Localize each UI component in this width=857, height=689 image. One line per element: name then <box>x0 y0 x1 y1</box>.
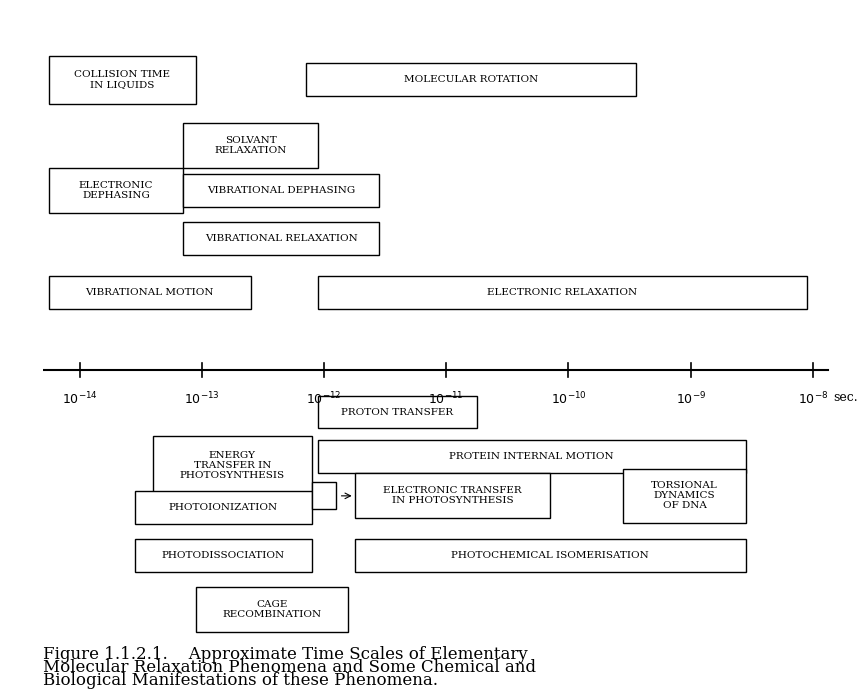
FancyBboxPatch shape <box>318 440 746 473</box>
FancyBboxPatch shape <box>355 473 550 518</box>
FancyBboxPatch shape <box>183 174 379 207</box>
FancyBboxPatch shape <box>355 539 746 572</box>
Text: PHOTOCHEMICAL ISOMERISATION: PHOTOCHEMICAL ISOMERISATION <box>452 551 649 560</box>
Text: $10^{-14}$: $10^{-14}$ <box>62 391 98 408</box>
FancyBboxPatch shape <box>135 539 312 572</box>
Text: $10^{-8}$: $10^{-8}$ <box>798 391 828 408</box>
Text: PROTEIN INTERNAL MOTION: PROTEIN INTERNAL MOTION <box>449 453 614 462</box>
FancyBboxPatch shape <box>195 587 349 632</box>
Text: VIBRATIONAL RELAXATION: VIBRATIONAL RELAXATION <box>205 234 357 243</box>
Text: $10^{-12}$: $10^{-12}$ <box>306 391 342 408</box>
Text: $10^{-11}$: $10^{-11}$ <box>428 391 464 408</box>
Text: PROTON TRANSFER: PROTON TRANSFER <box>341 407 453 417</box>
FancyBboxPatch shape <box>49 168 183 213</box>
Text: COLLISION TIME
IN LIQUIDS: COLLISION TIME IN LIQUIDS <box>75 70 171 89</box>
Text: Figure 1.1.2.1.    Approximate Time Scales of Elementary: Figure 1.1.2.1. Approximate Time Scales … <box>43 646 528 663</box>
Text: VIBRATIONAL MOTION: VIBRATIONAL MOTION <box>86 288 214 297</box>
Text: $10^{-10}$: $10^{-10}$ <box>550 391 586 408</box>
Text: VIBRATIONAL DEPHASING: VIBRATIONAL DEPHASING <box>207 186 356 195</box>
Text: Biological Manifestations of these Phenomena.: Biological Manifestations of these Pheno… <box>43 672 438 689</box>
FancyBboxPatch shape <box>624 469 746 523</box>
Text: SOLVANT
RELAXATION: SOLVANT RELAXATION <box>214 136 287 155</box>
FancyBboxPatch shape <box>318 276 806 309</box>
FancyBboxPatch shape <box>183 222 379 255</box>
Text: ELECTRONIC
DEPHASING: ELECTRONIC DEPHASING <box>79 181 153 200</box>
Text: ENERGY
TRANSFER IN
PHOTOSYNTHESIS: ENERGY TRANSFER IN PHOTOSYNTHESIS <box>180 451 285 480</box>
FancyBboxPatch shape <box>318 395 476 429</box>
Text: $10^{-13}$: $10^{-13}$ <box>184 391 219 408</box>
Text: PHOTOIONIZATION: PHOTOIONIZATION <box>169 504 278 513</box>
Text: Molecular Relaxation Phenomena and Some Chemical and: Molecular Relaxation Phenomena and Some … <box>43 659 536 676</box>
FancyBboxPatch shape <box>153 436 312 496</box>
Text: $10^{-9}$: $10^{-9}$ <box>675 391 706 408</box>
FancyBboxPatch shape <box>312 482 336 509</box>
Text: CAGE
RECOMBINATION: CAGE RECOMBINATION <box>223 600 321 619</box>
FancyBboxPatch shape <box>135 491 312 524</box>
Text: ELECTRONIC RELAXATION: ELECTRONIC RELAXATION <box>488 288 638 297</box>
Text: ELECTRONIC TRANSFER
IN PHOTOSYNTHESIS: ELECTRONIC TRANSFER IN PHOTOSYNTHESIS <box>383 486 522 505</box>
Text: PHOTODISSOCIATION: PHOTODISSOCIATION <box>162 551 285 560</box>
Text: MOLECULAR ROTATION: MOLECULAR ROTATION <box>404 75 538 84</box>
FancyBboxPatch shape <box>49 276 250 309</box>
Text: TORSIONAL
DYNAMICS
OF DNA: TORSIONAL DYNAMICS OF DNA <box>651 482 718 511</box>
FancyBboxPatch shape <box>306 63 636 96</box>
FancyBboxPatch shape <box>49 56 195 103</box>
FancyBboxPatch shape <box>183 123 318 168</box>
Text: sec.: sec. <box>834 391 857 404</box>
